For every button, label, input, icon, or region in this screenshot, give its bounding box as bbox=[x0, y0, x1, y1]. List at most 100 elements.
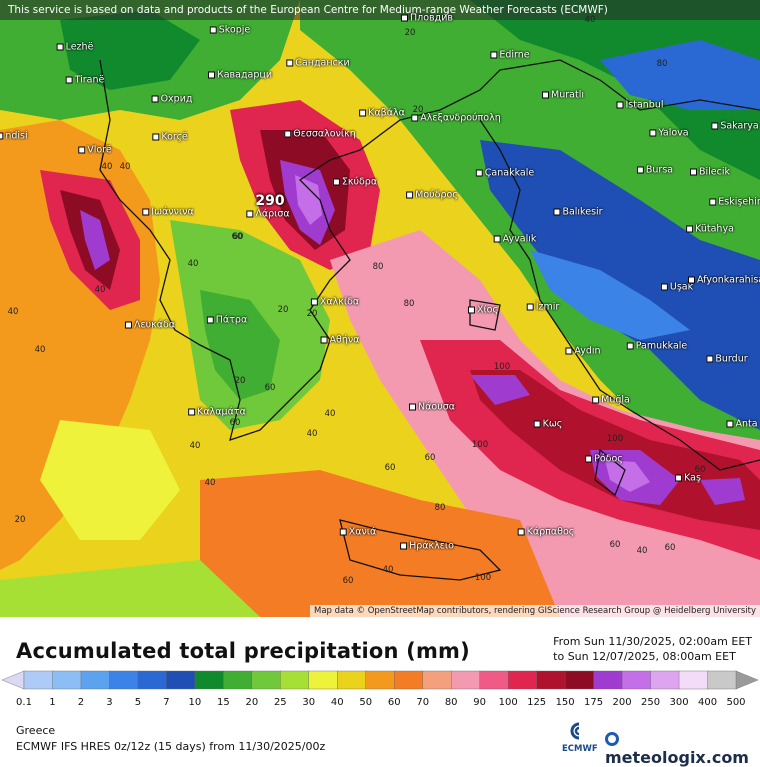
city-name: Ηράκλειο bbox=[409, 540, 454, 552]
city-label: Vlorë bbox=[78, 145, 112, 156]
city-marker-icon bbox=[636, 166, 644, 174]
city-marker-icon bbox=[56, 43, 64, 51]
city-label: Νάουσα bbox=[409, 402, 455, 413]
city-name: Κάρπαθος bbox=[526, 526, 575, 538]
contour-value-label: 100 bbox=[493, 362, 511, 372]
city-name: Korçë bbox=[161, 131, 188, 143]
city-label: Burdur bbox=[706, 354, 748, 365]
city-marker-icon bbox=[400, 542, 408, 550]
city-name: Sakarya bbox=[720, 120, 759, 132]
color-scale-swatch bbox=[451, 670, 481, 690]
ecmwf-logo: ECMWF bbox=[562, 722, 598, 756]
city-marker-icon bbox=[246, 210, 254, 218]
purple-samos bbox=[470, 375, 530, 405]
city-label: Ρόδος bbox=[585, 454, 623, 465]
color-scale-tick-label: 1 bbox=[49, 697, 56, 708]
city-label: Anta bbox=[726, 418, 758, 430]
city-label: Kütahya bbox=[686, 224, 734, 235]
city-label: Χαλκίδα bbox=[310, 296, 360, 308]
city-label: Пловдив bbox=[401, 13, 453, 24]
city-label: Αλεξανδρούπολη bbox=[411, 113, 501, 124]
color-scale-swatch bbox=[337, 670, 367, 690]
city-marker-icon bbox=[490, 51, 498, 59]
color-scale-swatch bbox=[251, 670, 282, 690]
contour-value-label: 40 bbox=[94, 285, 106, 295]
yellow-ionian bbox=[40, 420, 180, 540]
city-marker-icon bbox=[206, 316, 214, 324]
color-scale-tick-label: 5 bbox=[134, 697, 142, 708]
city-marker-icon bbox=[726, 420, 734, 428]
city-marker-icon bbox=[332, 178, 340, 186]
city-name: Anta bbox=[735, 418, 758, 430]
city-name: Χαλκίδα bbox=[319, 296, 360, 308]
city-marker-icon bbox=[339, 528, 347, 536]
color-scale-tick-label: 2 bbox=[77, 697, 85, 708]
color-scale-swatch bbox=[365, 670, 395, 690]
coastline-turkey bbox=[479, 119, 760, 471]
city-name: Кавадарци bbox=[216, 69, 273, 81]
city-label: Χίος bbox=[467, 305, 498, 316]
contour-value-label: 40 bbox=[119, 162, 131, 172]
city-marker-icon bbox=[188, 408, 196, 416]
city-label: Μούδρος bbox=[406, 190, 458, 201]
city-name: Skopje bbox=[218, 24, 251, 36]
city-marker-icon bbox=[284, 130, 292, 138]
city-marker-icon bbox=[151, 95, 159, 103]
contour-value-label: 40 bbox=[7, 307, 19, 317]
city-name: Μούδρος bbox=[415, 189, 458, 201]
city-marker-icon bbox=[401, 14, 409, 22]
city-marker-icon bbox=[592, 396, 600, 404]
color-scale-tick-label: 7 bbox=[163, 697, 170, 708]
city-name: Bursa bbox=[645, 164, 674, 176]
contour-value-label: 40 bbox=[187, 259, 199, 269]
color-scale-tick-label: 50 bbox=[359, 697, 373, 708]
city-name: Χανιά bbox=[348, 526, 377, 538]
color-scale-swatch bbox=[621, 670, 652, 690]
color-scale-ticks: 0.1 1 2 3 5 7 10 15 20 25 30 40 50 60 70 80 90 100 125 150 1… bbox=[0, 697, 760, 711]
color-scale-tick-label: 3 bbox=[106, 697, 113, 708]
coastline-rhodes bbox=[594, 448, 626, 497]
color-scale-tick-label: 175 bbox=[584, 697, 604, 708]
color-scale-tick-label: 40 bbox=[330, 697, 344, 708]
legend-title: Accumulated total precipitation (mm) bbox=[16, 639, 470, 663]
region-label: Greece bbox=[16, 724, 56, 737]
city-name: Edirne bbox=[499, 49, 530, 61]
city-name: Охрид bbox=[160, 93, 193, 105]
city-name: Σκύδρα bbox=[341, 176, 378, 188]
green-peloponnese bbox=[200, 290, 280, 400]
city-marker-icon bbox=[207, 71, 215, 79]
city-label: Σκύδρα bbox=[332, 176, 378, 188]
contour-value-label: 40 bbox=[636, 546, 648, 556]
violet-thessaly bbox=[295, 175, 322, 225]
color-scale-swatch bbox=[280, 670, 310, 690]
meteologix-logo[interactable]: meteologix.com bbox=[605, 729, 760, 767]
color-scale-tick-label: 10 bbox=[188, 697, 202, 708]
ecmwf-logo-icon bbox=[570, 722, 580, 740]
city-marker-icon bbox=[493, 235, 501, 243]
model-info: ECMWF IFS HRES 0z/12z (15 days) from 11/… bbox=[16, 740, 326, 753]
city-name: Сандански bbox=[295, 57, 350, 69]
contour-value-label: 80 bbox=[656, 59, 668, 69]
city-name: Vlorë bbox=[87, 144, 112, 156]
city-marker-icon bbox=[411, 114, 419, 122]
color-scale-tick-label: 80 bbox=[444, 697, 458, 708]
contour-value-label: 60 bbox=[264, 383, 276, 393]
city-label: Χανιά bbox=[339, 526, 377, 538]
city-label: Korçë bbox=[152, 131, 188, 143]
city-marker-icon bbox=[526, 303, 534, 311]
color-scale-tick-label: 0.1 bbox=[16, 697, 32, 708]
city-marker-icon bbox=[78, 146, 86, 154]
contour-value-label: 60 bbox=[609, 540, 621, 550]
contour-value-label: 20 bbox=[277, 305, 289, 315]
city-label: Πάτρα bbox=[206, 315, 247, 326]
contour-value-label: 60 bbox=[424, 453, 436, 463]
color-scale-tick-label: 300 bbox=[669, 697, 689, 708]
city-marker-icon bbox=[124, 321, 132, 329]
coastlines bbox=[99, 59, 760, 581]
city-marker-icon bbox=[286, 59, 294, 67]
contour-value-label: 80 bbox=[434, 503, 446, 513]
city-name: Çanakkale bbox=[484, 167, 535, 179]
color-scale-tick-label: 125 bbox=[527, 697, 547, 708]
city-marker-icon bbox=[675, 474, 683, 482]
city-label: Λευκάδα bbox=[124, 320, 175, 331]
